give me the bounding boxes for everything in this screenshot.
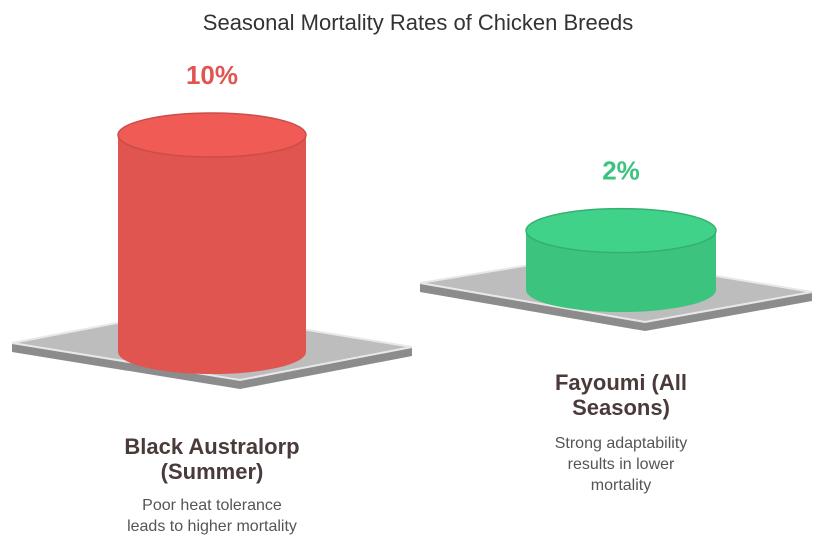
cylinder-top <box>117 112 307 158</box>
category-label: Seasons) <box>572 395 670 420</box>
chart-title: Seasonal Mortality Rates of Chicken Bree… <box>203 10 633 35</box>
description: Poor heat tolerance <box>142 497 282 514</box>
description: mortality <box>591 477 651 494</box>
value-label: 10% <box>186 60 238 90</box>
category-label: Black Australorp <box>124 434 299 459</box>
cylinder-top <box>525 207 717 254</box>
description: results in lower <box>568 456 675 473</box>
category-label: (Summer) <box>161 459 264 484</box>
category-label: Fayoumi (All <box>555 370 687 395</box>
description: leads to higher mortality <box>127 518 297 535</box>
platform-side <box>12 343 412 389</box>
value-label: 2% <box>602 155 640 185</box>
description: Strong adaptability <box>555 435 688 452</box>
cylinder-body <box>118 135 306 374</box>
cylinder-body <box>526 230 716 312</box>
